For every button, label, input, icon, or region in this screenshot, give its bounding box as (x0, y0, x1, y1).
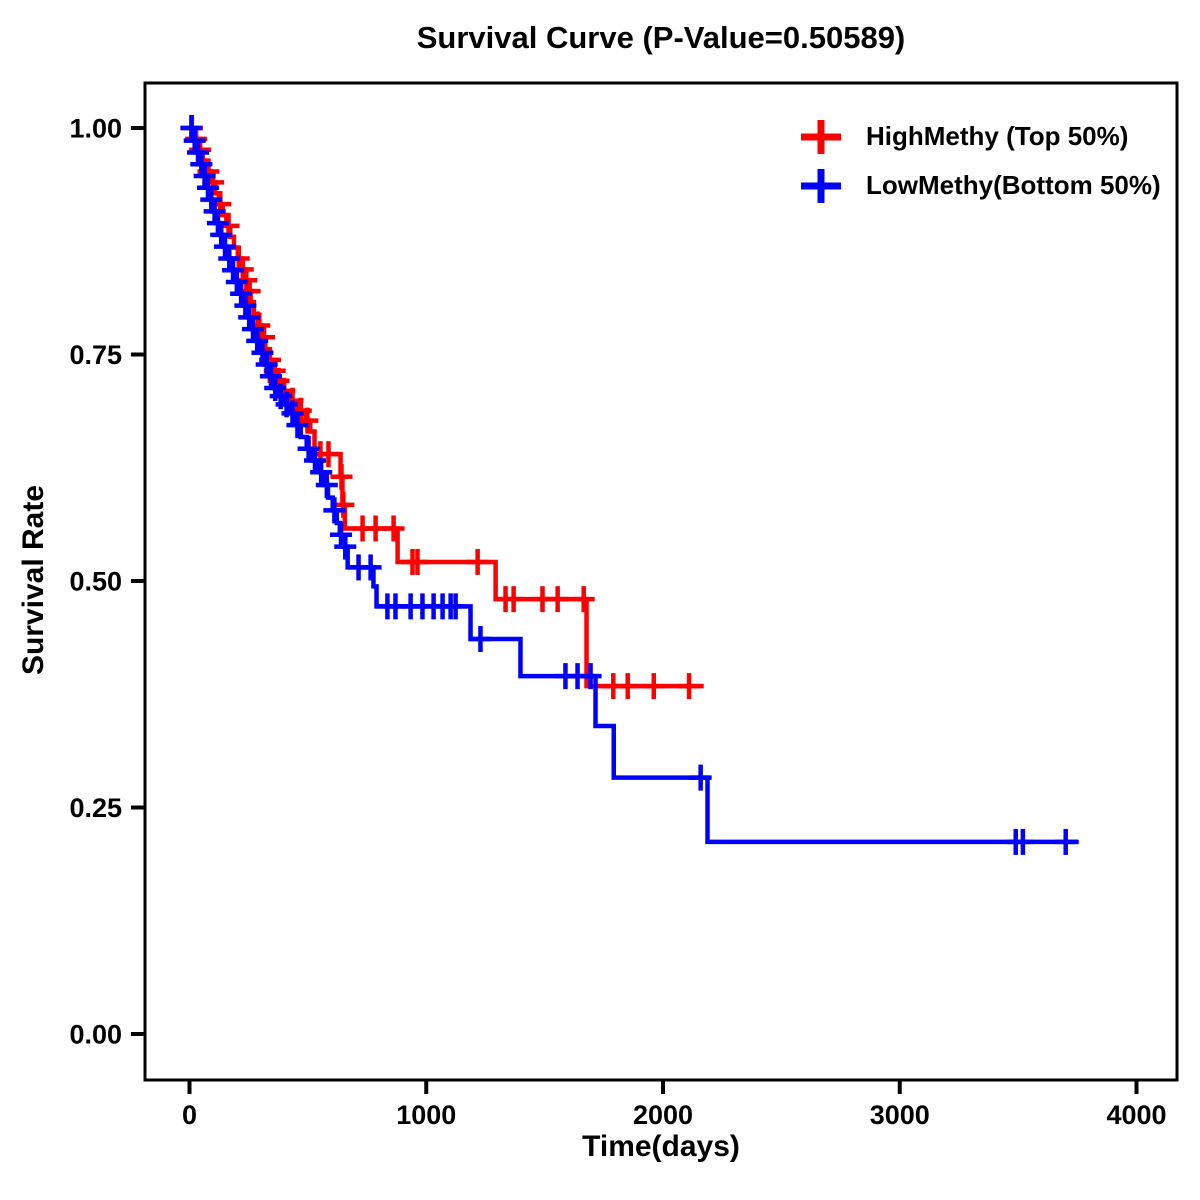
legend-item-lowmethy: LowMethy(Bottom 50%) (798, 161, 1161, 210)
y-tick-label: 0.75 (69, 340, 122, 370)
x-axis: 0 1000 2000 3000 4000 (182, 1080, 1167, 1130)
legend: HighMethy (Top 50%) LowMethy(Bottom 50%) (798, 112, 1161, 210)
x-tick-label: 4000 (1106, 1100, 1166, 1130)
series-highmethy (180, 115, 704, 700)
series-lowmethy (180, 115, 1079, 855)
censor-plus-icon-red (801, 119, 841, 154)
y-axis: 0.00 0.25 0.50 0.75 1.00 (69, 114, 145, 1050)
legend-label-lowmethy: LowMethy(Bottom 50%) (866, 170, 1161, 200)
y-tick-label: 0.50 (69, 567, 122, 597)
x-tick-label: 0 (182, 1100, 197, 1130)
x-tick-label: 1000 (396, 1100, 456, 1130)
panel-border (143, 81, 1179, 1082)
x-tick-label: 2000 (633, 1100, 693, 1130)
x-axis-label: Time(days) (582, 1130, 740, 1163)
lowmethy-censor-marks (180, 115, 1077, 855)
chart-title: Survival Curve (P-Value=0.50589) (416, 20, 906, 55)
y-tick-label: 1.00 (69, 114, 122, 144)
censor-plus-icon-blue (801, 168, 841, 203)
y-tick-label: 0.25 (69, 793, 122, 823)
legend-label-highmethy: HighMethy (Top 50%) (866, 121, 1129, 151)
legend-item-highmethy: HighMethy (Top 50%) (798, 112, 1161, 161)
y-tick-label: 0.00 (69, 1020, 122, 1050)
x-tick-label: 3000 (870, 1100, 930, 1130)
